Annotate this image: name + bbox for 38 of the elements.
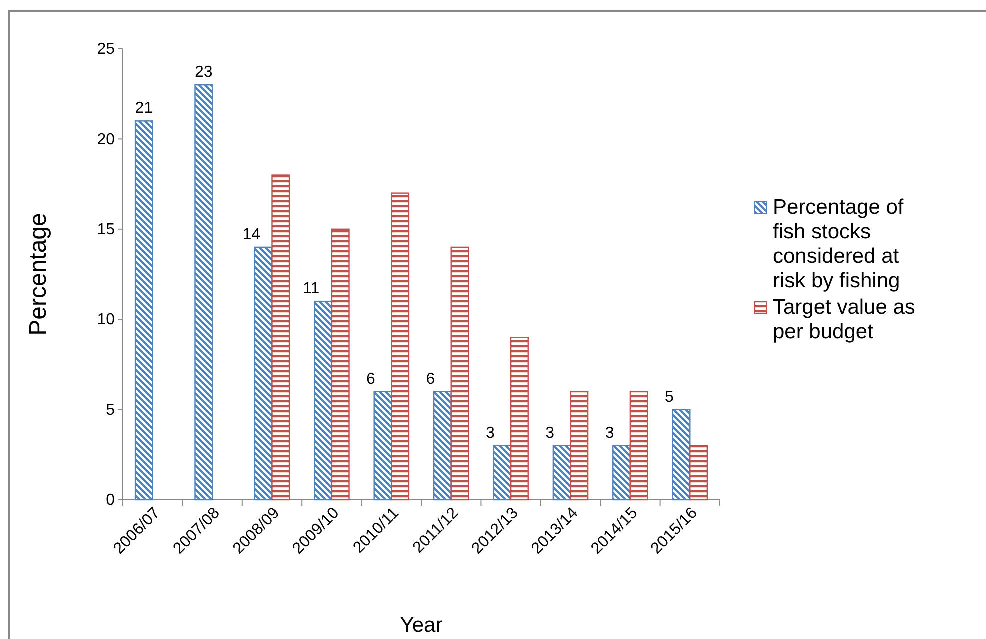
- bar: [510, 337, 529, 501]
- bar: [331, 228, 350, 501]
- data-label: 23: [194, 64, 213, 82]
- bar: [314, 300, 333, 501]
- bar: [450, 246, 470, 501]
- data-label: 3: [486, 424, 495, 442]
- legend-label: Target value as per budget: [773, 296, 916, 344]
- legend-label: Percentage of fish stocks considered at risk by fishing: [773, 196, 904, 292]
- bar: [134, 120, 154, 501]
- bar: [194, 84, 214, 501]
- y-tick-label: 10: [97, 312, 116, 329]
- y-axis-title: Percentage: [25, 213, 52, 336]
- bar: [630, 391, 648, 501]
- bar: [612, 445, 632, 501]
- data-label: 5: [665, 388, 674, 406]
- bar: [493, 445, 512, 501]
- bar: [254, 246, 273, 501]
- bar: [690, 445, 708, 501]
- data-label: 6: [426, 370, 436, 388]
- data-label: 11: [302, 280, 320, 298]
- y-tick-label: 20: [97, 131, 116, 148]
- bar: [391, 192, 410, 501]
- data-label: 21: [135, 100, 154, 118]
- data-label: 3: [546, 424, 555, 442]
- data-label: 6: [366, 370, 376, 388]
- data-label: 14: [242, 226, 261, 244]
- bar: [672, 409, 691, 501]
- bar: [272, 174, 290, 501]
- y-tick-label: 0: [106, 492, 116, 510]
- bar: [570, 391, 589, 501]
- bar: [374, 391, 392, 501]
- bar: [433, 391, 452, 501]
- y-tick-label: 25: [97, 41, 116, 58]
- data-label: 3: [605, 424, 614, 442]
- x-axis-title: Year: [400, 614, 443, 637]
- y-tick-label: 5: [106, 402, 116, 419]
- y-tick-label: 15: [97, 222, 116, 239]
- bar: [552, 445, 572, 501]
